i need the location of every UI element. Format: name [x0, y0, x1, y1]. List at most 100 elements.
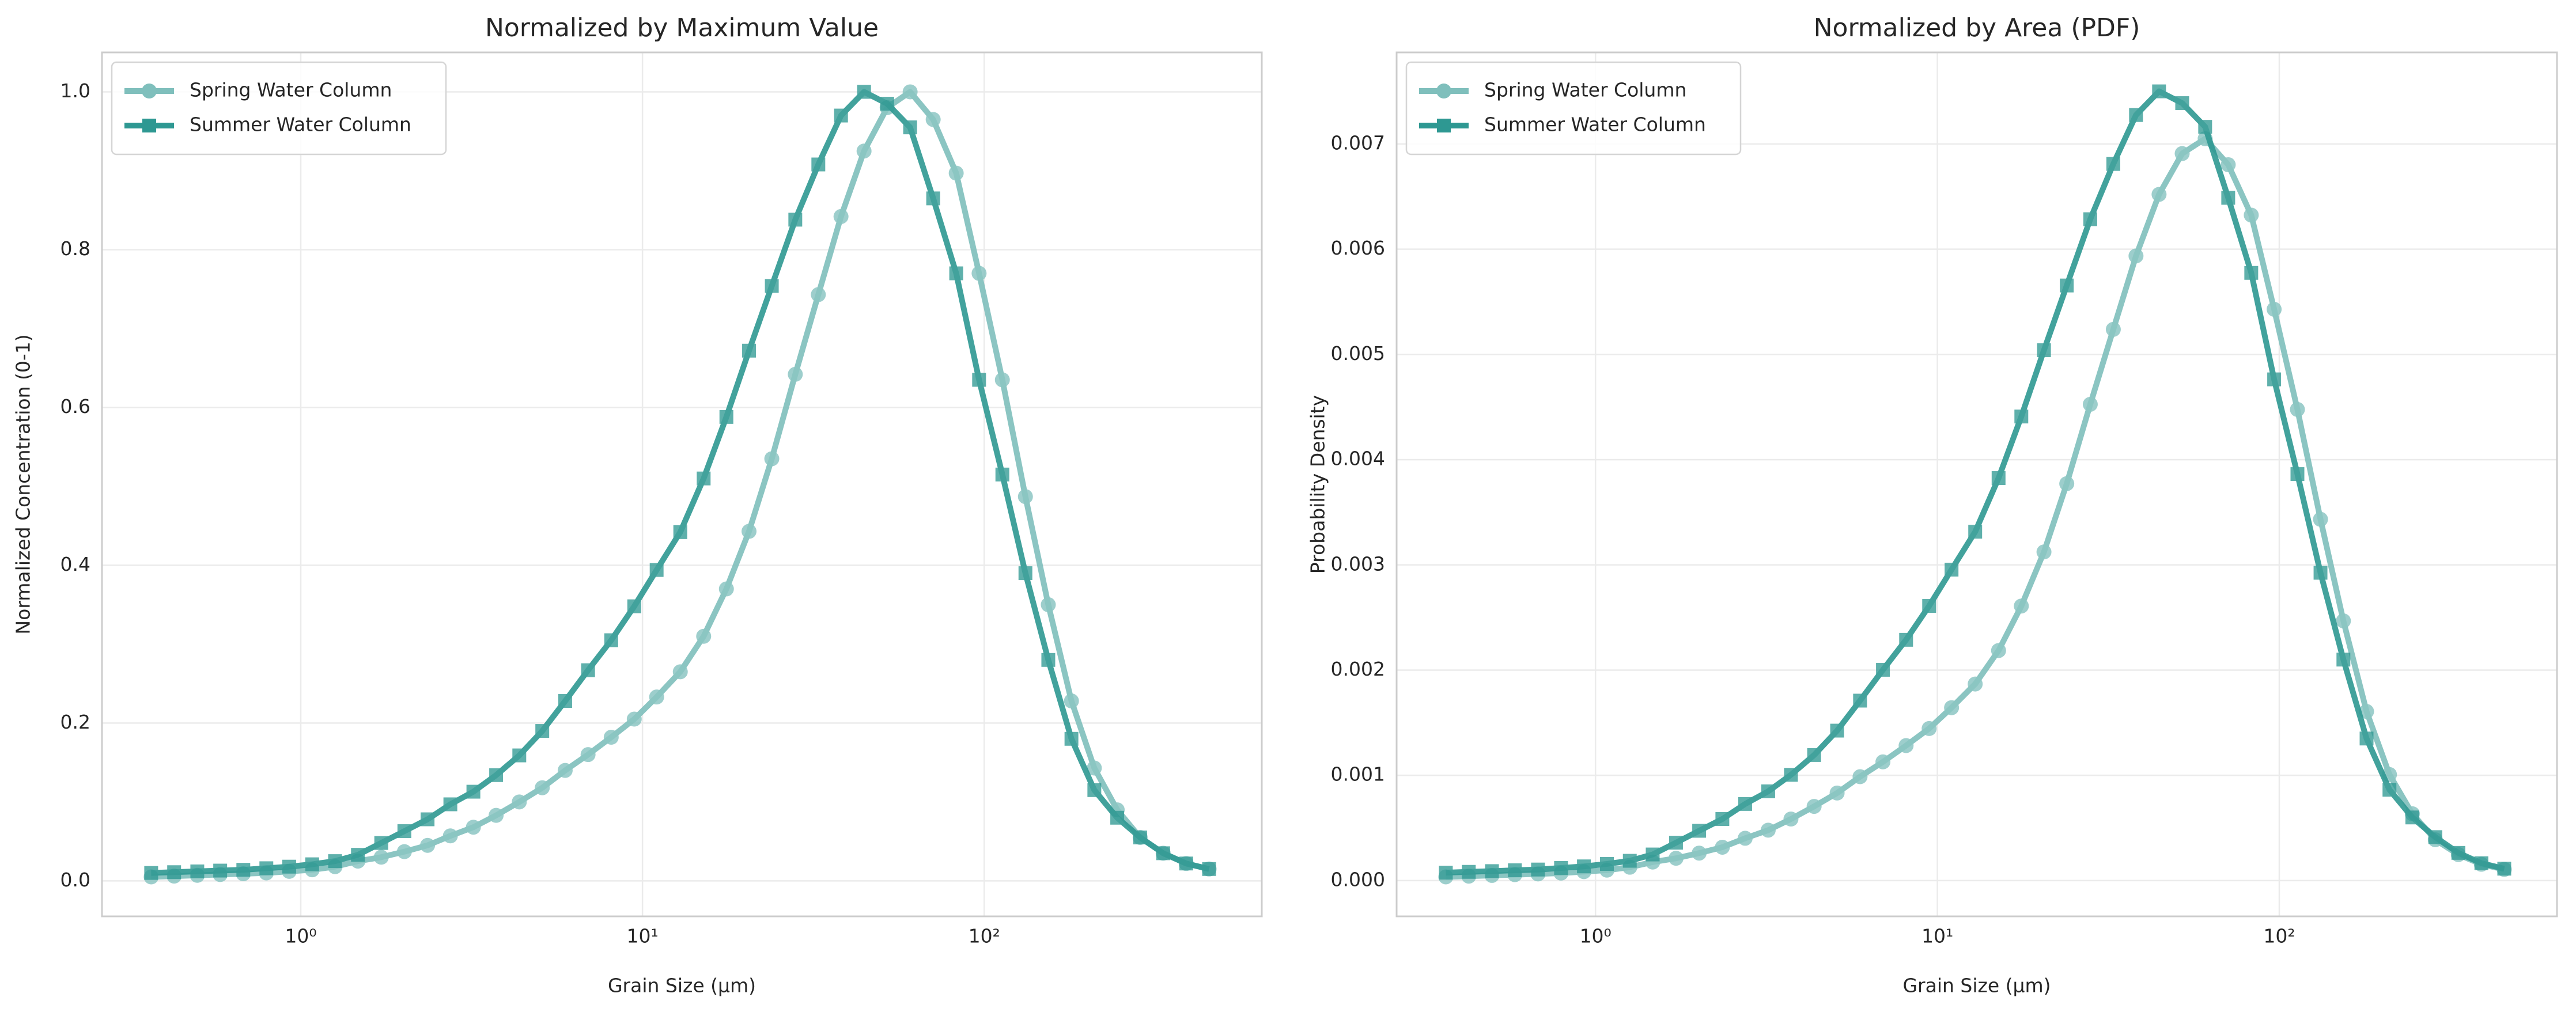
y-tick-label: 0.8	[60, 237, 90, 260]
marker	[1761, 784, 1775, 798]
chart-title: Normalized by Area (PDF)	[1814, 13, 2140, 43]
marker	[834, 108, 848, 123]
marker	[972, 373, 986, 387]
marker	[1829, 785, 1845, 801]
subplot: 10⁰ 10¹ 10² 0.000 0.001 0.002 0.003 0.004 0.005 0…	[1307, 13, 2558, 997]
marker	[142, 119, 156, 132]
marker	[764, 451, 780, 467]
marker	[2082, 396, 2098, 412]
legend: Spring Water Column Summer Water Column	[1405, 61, 1742, 156]
marker	[719, 410, 733, 424]
plot-area	[102, 52, 1262, 916]
marker	[627, 599, 641, 613]
marker	[2059, 476, 2075, 491]
axes-frame	[1395, 51, 2558, 918]
y-tick-label: 0.004	[1331, 448, 1385, 470]
marker	[903, 120, 917, 135]
marker	[512, 794, 527, 810]
marker	[167, 865, 181, 879]
marker	[396, 844, 412, 859]
marker	[2221, 157, 2236, 172]
marker	[949, 266, 963, 280]
marker	[1087, 783, 1102, 797]
x-axis-label: Grain Size (µm)	[608, 975, 756, 997]
marker	[1668, 851, 1684, 866]
y-tick-label: 0.006	[1331, 237, 1385, 259]
marker	[718, 581, 734, 597]
marker	[649, 563, 664, 577]
marker	[1646, 847, 1660, 862]
y-tick-label: 0.002	[1331, 658, 1385, 680]
marker	[2336, 613, 2351, 628]
series	[1439, 84, 2511, 880]
marker	[925, 112, 941, 127]
marker	[788, 213, 803, 227]
marker	[2037, 343, 2051, 358]
y-tick-label: 1.0	[60, 79, 90, 102]
marker	[1439, 866, 1453, 880]
marker	[1202, 862, 1216, 876]
marker	[236, 863, 251, 877]
marker	[373, 850, 389, 865]
marker	[2405, 810, 2419, 825]
marker	[880, 97, 894, 111]
marker	[765, 279, 779, 293]
marker	[581, 663, 595, 677]
legend-label: Summer Water Column	[190, 113, 411, 136]
axes-frame	[101, 51, 1263, 918]
y-axis-label: Probability Density	[1307, 395, 1329, 574]
marker	[580, 747, 596, 763]
marker	[328, 854, 342, 869]
marker	[1875, 754, 1891, 769]
y-tick-label: 0.6	[60, 395, 90, 418]
marker	[672, 664, 688, 680]
marker	[557, 763, 573, 778]
marker	[948, 165, 964, 181]
marker	[1179, 856, 1193, 871]
marker	[2151, 187, 2167, 202]
legend-box	[1405, 61, 1742, 156]
marker	[697, 471, 711, 486]
marker	[811, 157, 826, 172]
marker	[1087, 760, 1102, 776]
marker	[2359, 704, 2374, 719]
marker	[420, 837, 436, 853]
marker	[1899, 632, 1913, 647]
marker	[811, 287, 826, 302]
marker	[1807, 748, 1821, 762]
marker	[512, 748, 527, 763]
marker	[2128, 248, 2144, 264]
marker	[1806, 799, 1822, 814]
marker	[1692, 846, 1707, 861]
marker	[995, 467, 1009, 482]
marker	[259, 861, 274, 875]
marker	[1110, 810, 1125, 825]
y-tick-label: 0.0	[60, 869, 90, 891]
marker	[142, 84, 157, 98]
marker	[2014, 598, 2029, 614]
marker	[2313, 566, 2328, 580]
marker	[1485, 864, 1499, 878]
marker	[1436, 84, 1451, 98]
marker	[857, 85, 871, 99]
marker	[788, 366, 803, 382]
marker	[2244, 207, 2259, 223]
y-tick-label: 0.001	[1331, 763, 1385, 786]
marker	[1622, 854, 1637, 868]
marker	[2359, 731, 2374, 746]
marker	[1041, 597, 1056, 612]
marker	[1876, 662, 1890, 677]
marker	[626, 711, 642, 727]
marker	[2036, 544, 2052, 560]
marker	[489, 768, 504, 782]
marker	[1692, 824, 1707, 838]
marker	[466, 784, 481, 799]
marker	[2451, 846, 2465, 860]
marker	[1669, 836, 1683, 850]
marker	[2221, 191, 2235, 205]
marker	[2497, 862, 2511, 876]
marker	[926, 191, 940, 206]
series	[144, 85, 1216, 880]
marker	[2474, 856, 2488, 870]
marker	[2290, 401, 2305, 417]
